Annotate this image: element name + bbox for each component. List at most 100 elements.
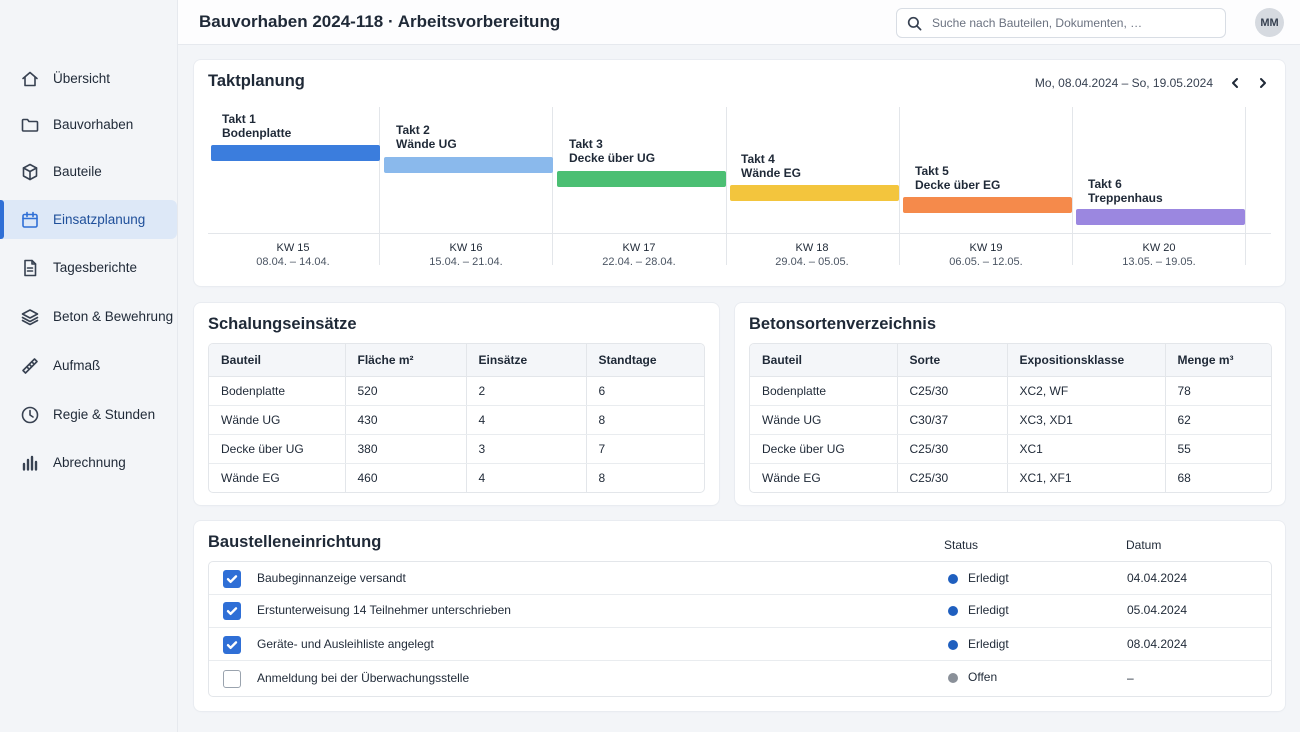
sidebar-item-aufmass[interactable]: Aufmaß	[0, 346, 177, 385]
home-icon	[20, 69, 40, 89]
previous-period-button[interactable]	[1225, 73, 1245, 93]
checkbox-checked[interactable]	[223, 636, 241, 654]
sidebar-item-abrechnung[interactable]: Abrechnung	[0, 443, 177, 482]
table-cell: 55	[1165, 434, 1271, 464]
table-row[interactable]: Decke über UG C25/30 XC1 55	[750, 434, 1271, 464]
page-title: Bauvorhaben 2024-118 · Arbeitsvorbereitu…	[199, 12, 561, 31]
takt-4-bar[interactable]	[730, 185, 899, 201]
table-cell: Wände EG	[209, 463, 346, 492]
status-dot	[948, 574, 958, 584]
takt-title: Taktplanung	[208, 72, 305, 90]
sidebar-item-label: Abrechnung	[53, 455, 126, 470]
column-header[interactable]: Einsätze	[466, 344, 587, 377]
table-cell: 3	[466, 434, 587, 464]
status-dot	[948, 640, 958, 650]
status-label: Offen	[968, 670, 998, 684]
takt-6-label: Takt 6 Treppenhaus	[1088, 177, 1163, 205]
table-row[interactable]: Wände EG C25/30 XC1, XF1 68	[750, 463, 1271, 492]
table-cell: 520	[345, 376, 467, 406]
takt-2-label: Takt 2 Wände UG	[396, 123, 457, 151]
table-cell: XC3, XD1	[1007, 405, 1166, 435]
folder-icon	[20, 115, 40, 135]
table-header-row: Bauteil Sorte Expositionsklasse Menge m³	[750, 344, 1271, 377]
column-header[interactable]: Fläche m²	[345, 344, 467, 377]
search-input[interactable]	[932, 16, 1212, 30]
table-cell: 460	[345, 463, 467, 492]
column-header[interactable]: Expositionsklasse	[1007, 344, 1166, 377]
table-row[interactable]: Bodenplatte C25/30 XC2, WF 78	[750, 376, 1271, 406]
list-item-label: Anmeldung bei der Überwachungsstelle	[257, 671, 470, 685]
table-cell: XC2, WF	[1007, 376, 1166, 406]
table-cell: 4	[466, 463, 587, 492]
week-divider	[1245, 107, 1246, 265]
table-row[interactable]: Wände UG 430 4 8	[209, 405, 704, 435]
table-row[interactable]: Wände UG C30/37 XC3, XD1 62	[750, 405, 1271, 435]
sidebar-item-einsatzplanung[interactable]: Einsatzplanung	[0, 200, 177, 239]
table-cell: C25/30	[897, 376, 1008, 406]
column-header[interactable]: Bauteil	[209, 344, 346, 377]
takt-5-label: Takt 5 Decke über EG	[915, 164, 1001, 192]
table-cell: 4	[466, 405, 587, 435]
next-period-button[interactable]	[1253, 73, 1273, 93]
table-cell: Decke über UG	[209, 434, 346, 464]
table-row[interactable]: Wände EG 460 4 8	[209, 463, 704, 492]
checkbox-unchecked[interactable]	[223, 670, 241, 688]
status-dot	[948, 606, 958, 616]
sidebar-item-label: Aufmaß	[53, 358, 101, 373]
takt-2-bar[interactable]	[384, 157, 553, 173]
sidebar-item-bauteile[interactable]: Bauteile	[0, 152, 177, 191]
date-range: Mo, 08.04.2024 – So, 19.05.2024	[1034, 76, 1213, 90]
clock-icon	[20, 405, 40, 425]
column-header[interactable]: Menge m³	[1165, 344, 1271, 377]
avatar[interactable]: MM	[1255, 8, 1284, 37]
sidebar-item-uebersicht[interactable]: Übersicht	[0, 59, 177, 98]
check-icon	[226, 641, 238, 649]
takt-5-bar[interactable]	[903, 197, 1072, 213]
concrete-grades-title: Betonsortenverzeichnis	[749, 315, 937, 333]
takt-3-bar[interactable]	[557, 171, 726, 187]
table-row[interactable]: Decke über UG 380 3 7	[209, 434, 704, 464]
search-box[interactable]	[896, 8, 1226, 38]
table-cell: C25/30	[897, 434, 1008, 464]
layers-icon	[20, 307, 40, 327]
chevron-right-icon	[1260, 78, 1266, 88]
takt-6-bar[interactable]	[1076, 209, 1245, 225]
calendar-icon	[20, 210, 40, 230]
column-header[interactable]: Standtage	[586, 344, 704, 377]
table-cell: 68	[1177, 470, 1191, 485]
list-item-label: Baubeginnanzeige versandt	[257, 571, 406, 585]
sidebar: Übersicht Bauvorhaben Bauteile Einsatzpl…	[0, 0, 178, 732]
list-item: Baubeginnanzeige versandt Erledigt 04.04…	[209, 562, 1271, 595]
table-cell: Wände UG	[209, 405, 346, 435]
concrete-grades-card: Betonsortenverzeichnis Bauteil Sorte Exp…	[735, 303, 1285, 505]
table-cell: 8	[586, 405, 704, 435]
formwork-title: Schalungseinsätze	[208, 315, 357, 333]
table-cell: Bodenplatte	[209, 376, 346, 406]
takt-1-bar[interactable]	[211, 145, 380, 161]
week-divider	[379, 107, 380, 265]
check-icon	[226, 607, 238, 615]
column-header[interactable]: Sorte	[897, 344, 1008, 377]
table-cell: Decke über UG	[750, 434, 898, 464]
status-label: Erledigt	[968, 571, 1009, 585]
concrete-grades-table: Bauteil Sorte Expositionsklasse Menge m³…	[749, 343, 1272, 493]
sidebar-item-label: Übersicht	[53, 71, 111, 86]
checkbox-checked[interactable]	[223, 570, 241, 588]
sidebar-item-tagesberichte[interactable]: Tagesberichte	[0, 248, 177, 287]
week-divider	[726, 107, 727, 265]
chevron-left-icon	[1232, 78, 1238, 88]
sidebar-item-regie-stunden[interactable]: Regie & Stunden	[0, 395, 177, 434]
date-value: 08.04.2024	[1127, 637, 1188, 651]
table-cell: 380	[345, 434, 467, 464]
sidebar-item-label: Einsatzplanung	[53, 212, 146, 227]
sidebar-item-beton-bewehrung[interactable]: Beton & Bewehrung	[0, 297, 177, 336]
checklist: Baubeginnanzeige versandt Erledigt 04.04…	[208, 561, 1272, 697]
table-row[interactable]: Bodenplatte 520 2 6	[209, 376, 704, 406]
checkbox-checked[interactable]	[223, 602, 241, 620]
sidebar-item-bauvorhaben[interactable]: Bauvorhaben	[0, 105, 177, 144]
sidebar-item-label: Bauvorhaben	[53, 117, 134, 132]
week-label: KW 17 22.04. – 28.04.	[602, 242, 676, 268]
table-cell: 2	[466, 376, 587, 406]
status-dot	[948, 673, 958, 683]
column-header[interactable]: Bauteil	[750, 344, 898, 377]
